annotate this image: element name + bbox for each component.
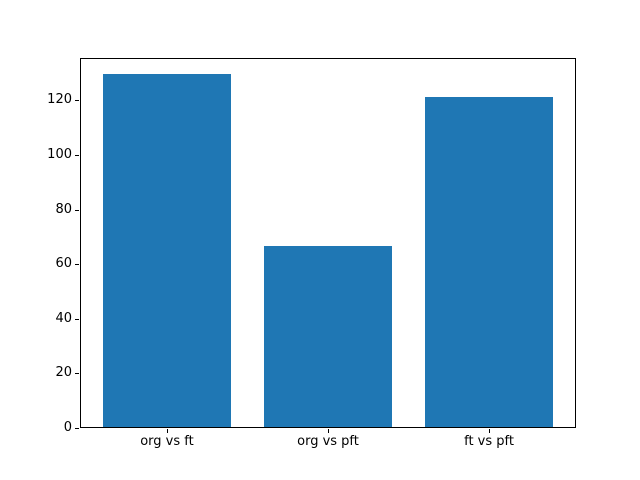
bar-ft-vs-pft bbox=[424, 96, 554, 428]
y-tick-mark bbox=[75, 318, 79, 320]
x-tick-mark bbox=[328, 429, 329, 433]
x-tick-label: org vs ft bbox=[140, 434, 194, 449]
y-tick-mark bbox=[75, 154, 79, 156]
y-tick-mark bbox=[75, 100, 79, 102]
y-tick-label: 120 bbox=[47, 92, 72, 108]
y-tick-mark bbox=[75, 209, 79, 211]
y-tick-label: 80 bbox=[55, 201, 72, 217]
bar-org-vs-pft bbox=[263, 246, 393, 428]
y-tick-label: 20 bbox=[55, 365, 72, 381]
x-tick-label: ft vs pft bbox=[464, 434, 514, 449]
x-tick-label: org vs pft bbox=[297, 434, 359, 449]
y-tick-mark bbox=[75, 373, 79, 375]
bar-org-vs-ft bbox=[102, 74, 232, 428]
y-tick-label: 100 bbox=[47, 146, 72, 162]
y-tick-mark bbox=[75, 428, 79, 429]
x-tick-mark bbox=[489, 429, 491, 433]
x-tick-mark bbox=[166, 429, 168, 433]
y-tick-label: 40 bbox=[55, 310, 72, 326]
y-tick-label: 0 bbox=[63, 420, 72, 435]
plot-area: 0 20 40 60 80 100 120 org vs ft org vs pft ft vs… bbox=[47, 58, 576, 449]
y-tick-label: 60 bbox=[55, 256, 72, 272]
y-tick-mark bbox=[75, 264, 79, 266]
